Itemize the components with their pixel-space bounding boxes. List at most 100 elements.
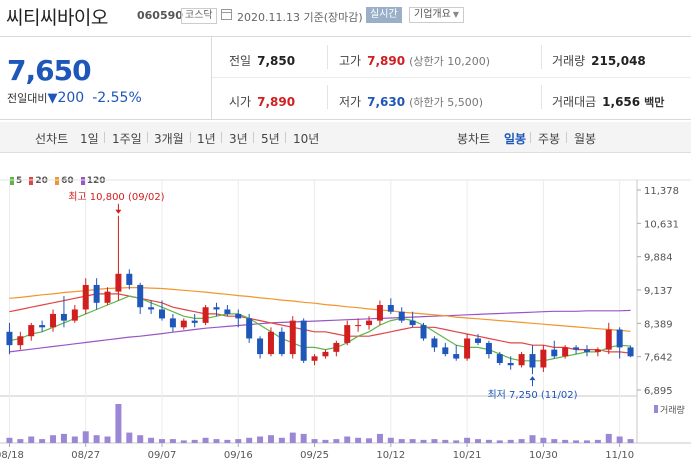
volume-bar	[71, 436, 78, 443]
company-info-dropdown[interactable]: 기업개요 ▼	[409, 7, 464, 23]
volume-bar	[355, 437, 362, 443]
candle-body	[344, 325, 351, 343]
tab-monthly[interactable]: 월봉	[574, 132, 597, 146]
high-label: 고가	[339, 54, 362, 68]
x-tick-label: 08/18	[0, 450, 24, 461]
amount-unit: 백만	[644, 96, 665, 109]
low-value: 7,630	[367, 95, 406, 109]
divider	[212, 77, 691, 78]
ma-line-ma20	[9, 293, 631, 354]
candle-body	[355, 325, 362, 327]
y-tick-label: 9,884	[644, 253, 673, 264]
candle-body	[278, 331, 285, 355]
volume-bar	[518, 439, 525, 443]
volume-bar	[191, 439, 198, 443]
candle-body	[39, 325, 46, 328]
divider	[327, 45, 328, 69]
x-tick-label: 11/10	[605, 450, 634, 461]
x-tick-label: 10/12	[376, 450, 405, 461]
tab-weekly[interactable]: 주봉	[538, 132, 561, 146]
volume-bar	[573, 440, 580, 443]
lower-limit: (하한가 5,500)	[409, 96, 483, 109]
candle-body	[246, 318, 253, 339]
volume-legend-swatch	[654, 405, 658, 413]
candle-body	[322, 351, 329, 357]
candle-body	[202, 307, 209, 323]
candle-body	[6, 331, 13, 346]
volume-bar	[627, 439, 634, 443]
divider	[147, 132, 148, 143]
tab-5years[interactable]: 5년	[261, 132, 280, 146]
volume-bar	[333, 439, 340, 443]
prev-close-value: 7,850	[257, 54, 296, 68]
divider	[530, 132, 531, 143]
candle-body	[453, 354, 460, 359]
candle-body	[420, 325, 427, 339]
tab-1week[interactable]: 1주일	[112, 132, 142, 146]
volume-bar	[148, 437, 155, 443]
volume-bar	[169, 439, 176, 443]
high-value: 7,890	[367, 54, 406, 68]
y-tick-label: 9,137	[644, 286, 673, 297]
divider	[104, 132, 105, 143]
divider	[253, 132, 254, 143]
low-price: 저가 7,630 (하한가 5,500)	[339, 93, 483, 110]
realtime-button[interactable]: 실시간	[366, 7, 402, 23]
candle-body	[50, 313, 57, 328]
candle-body	[366, 320, 373, 326]
candle-body	[60, 313, 67, 321]
volume-bar	[409, 439, 416, 443]
volume-bar	[28, 436, 35, 443]
volume-bar	[235, 439, 242, 443]
volume-bar	[431, 439, 438, 443]
price-chart[interactable]: 11,378 10,631 9,884 9,137 8,389 7,642 6,895 08/…	[0, 170, 691, 462]
volume-bar	[464, 437, 471, 443]
volume-bar	[224, 439, 231, 443]
quote-box: 7,650 전일대비▼200 -2.55% 전일 7,850 고가 7,890 (상한가…	[0, 36, 691, 120]
candle-body	[627, 347, 634, 357]
volume-bar	[540, 437, 547, 443]
x-tick-label: 10/21	[453, 450, 482, 461]
volume-bar	[605, 433, 612, 443]
volume: 거래량 215,048	[552, 52, 646, 69]
candle-body	[594, 349, 601, 352]
tab-10years[interactable]: 10년	[293, 132, 320, 146]
candle-body	[583, 349, 590, 352]
low-annotation: 최저 7,250 (11/02)	[487, 389, 577, 401]
volume-bar	[6, 437, 13, 443]
candle-body	[475, 338, 481, 343]
change-percent: -2.55%	[92, 90, 142, 106]
tab-3months[interactable]: 3개월	[154, 132, 184, 146]
volume-bar	[180, 440, 187, 443]
candle-body	[213, 307, 220, 310]
candle-body	[442, 347, 449, 355]
candle-body	[518, 354, 525, 366]
tab-1day[interactable]: 1일	[80, 132, 99, 146]
high-price: 고가 7,890 (상한가 10,200)	[339, 52, 490, 69]
candle-body	[540, 349, 547, 368]
volume-bar	[376, 433, 383, 443]
volume-bar	[202, 437, 209, 443]
tab-3years[interactable]: 3년	[229, 132, 248, 146]
low-arrowhead	[529, 376, 536, 381]
volume-bar	[93, 435, 100, 443]
volume-bar	[159, 439, 165, 443]
ma-line-ma60	[9, 287, 631, 332]
y-tick-label: 11,378	[644, 186, 679, 197]
candle-body	[496, 354, 503, 364]
divider	[211, 37, 212, 119]
volume-bar	[616, 436, 623, 443]
volume-bar	[257, 436, 264, 443]
candle-body	[71, 309, 78, 321]
tab-daily[interactable]: 일봉	[504, 132, 527, 146]
x-tick-label: 10/30	[529, 450, 558, 461]
open-price: 시가 7,890	[229, 93, 295, 110]
divider	[285, 132, 286, 143]
candle-body	[616, 329, 623, 348]
y-tick-label: 8,389	[644, 319, 673, 330]
candle-body	[159, 309, 165, 319]
low-label: 저가	[339, 95, 362, 109]
stock-header: 씨티씨바이오 060590 코스닥 2020.11.13 기준(장마감) 실시간…	[0, 0, 691, 32]
tab-1year[interactable]: 1년	[197, 132, 216, 146]
upper-limit: (상한가 10,200)	[409, 55, 490, 68]
